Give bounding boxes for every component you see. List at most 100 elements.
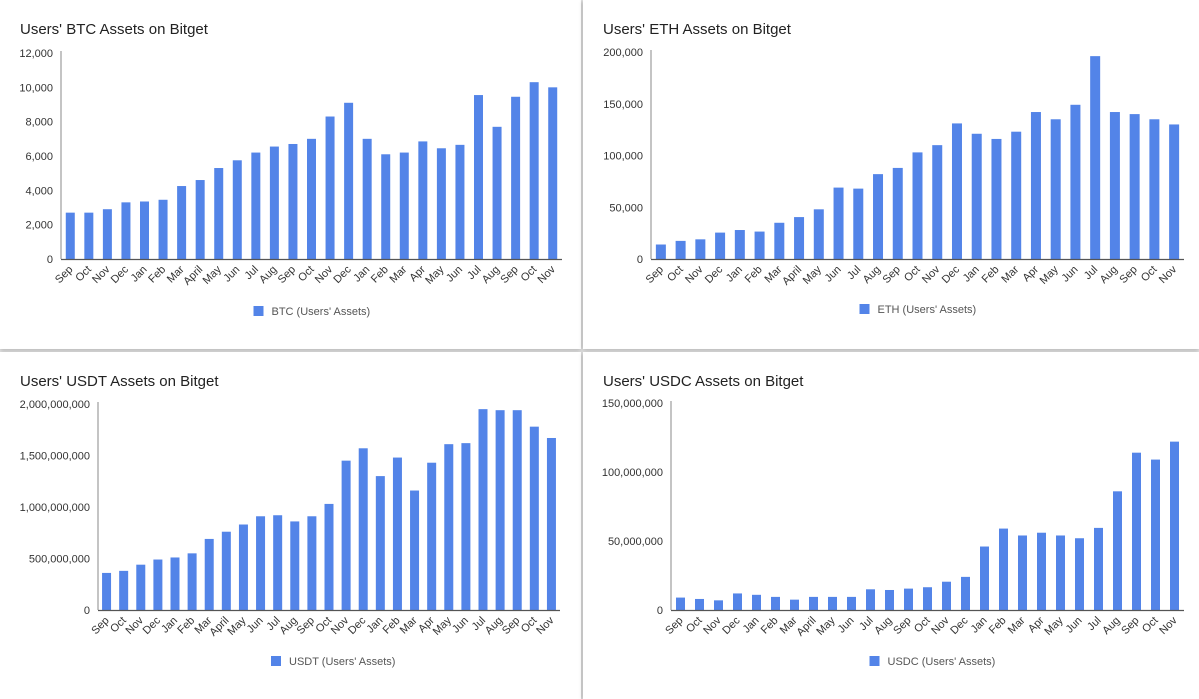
usdt-bar <box>187 553 197 610</box>
eth-x-tick-label: Jan <box>961 264 982 285</box>
usdc-x-tick-label: Nov <box>701 614 724 637</box>
eth-legend-swatch <box>859 304 870 314</box>
usdt-bar <box>307 516 317 610</box>
btc-x-tick-label: Dec <box>331 263 354 286</box>
eth-x-tick-label: Jun <box>1060 264 1081 285</box>
usdc-x-tick-label: April <box>795 615 819 639</box>
eth-bar <box>1070 104 1081 259</box>
eth-x-tick-label: May <box>1038 263 1062 287</box>
btc-x-tick-label: Jan <box>129 264 150 285</box>
btc-bar <box>381 154 391 259</box>
btc-x-tick-label: Mar <box>388 263 410 285</box>
eth-x-tick-label: May <box>801 263 825 287</box>
eth-bar <box>1109 112 1120 259</box>
btc-y-tick-label: 10,000 <box>19 82 53 94</box>
eth-bar <box>932 145 943 259</box>
eth-x-tick-label: Jan <box>724 264 745 285</box>
eth-x-tick-label: Mar <box>763 263 785 285</box>
btc-bar <box>307 138 316 259</box>
usdc-bar <box>1113 491 1122 610</box>
usdt-bar <box>290 521 300 610</box>
usdt-chart-panel: Users' USDT Assets on Bitget 0 500,000,000… <box>0 352 581 699</box>
usdc-bar <box>1132 452 1141 610</box>
usdt-bar <box>324 503 334 610</box>
btc-bar <box>232 160 242 259</box>
usdt-bar <box>221 531 231 610</box>
eth-bar <box>774 222 785 259</box>
btc-bar <box>344 102 354 260</box>
usdc-bar <box>885 589 894 610</box>
eth-bar <box>951 123 962 259</box>
usdc-x-tick-label: Jan <box>741 615 762 636</box>
usdc-bar <box>1018 535 1027 610</box>
usdc-y-tick-label: 150,000,000 <box>602 398 663 410</box>
usdc-x-tick-label: Nov <box>929 614 952 637</box>
usdc-x-tick-label: Aug <box>872 615 894 637</box>
usdt-bar <box>170 557 180 610</box>
usdc-bar <box>1151 459 1160 610</box>
btc-bar <box>511 96 521 260</box>
eth-bar <box>715 232 726 259</box>
usdt-x-tick-label: Nov <box>534 614 557 637</box>
eth-bar <box>754 231 765 259</box>
eth-bar <box>1030 112 1041 259</box>
eth-x-tick-label: Sep <box>1117 264 1139 286</box>
eth-bar <box>1050 119 1061 260</box>
eth-bar <box>873 174 884 259</box>
btc-bar <box>177 186 187 259</box>
eth-bar <box>1090 56 1101 259</box>
eth-bar <box>695 239 706 259</box>
usdc-bar <box>695 598 704 610</box>
btc-bar <box>214 168 224 259</box>
usdc-chart-title: Users' USDC Assets on Bitget <box>603 373 804 390</box>
usdc-bar <box>847 596 856 610</box>
usdc-bar <box>1170 441 1179 610</box>
btc-x-tick-label: Jun <box>444 264 465 285</box>
eth-x-tick-label: Feb <box>743 264 765 286</box>
btc-bar <box>121 202 131 259</box>
usdc-x-tick-label: Mar <box>1006 614 1028 636</box>
usdc-bar <box>942 581 951 610</box>
usdt-y-tick-label: 1,000,000,000 <box>20 502 90 514</box>
eth-x-tick-label: April <box>780 264 804 288</box>
usdc-bar <box>904 588 913 610</box>
eth-bar <box>1149 119 1160 260</box>
usdt-bar <box>358 448 368 610</box>
btc-x-tick-label: Feb <box>369 264 391 286</box>
usdt-x-tick-label: Oct <box>519 615 540 636</box>
usdc-x-tick-label: Jun <box>1064 615 1085 636</box>
btc-bar <box>269 146 279 259</box>
usdc-bar <box>866 589 875 610</box>
btc-x-tick-label: Sep <box>53 264 75 286</box>
usdc-x-tick-label: Dec <box>948 614 971 637</box>
btc-x-tick-label: Oct <box>296 264 317 285</box>
btc-y-tick-label: 4,000 <box>25 185 53 197</box>
usdt-x-tick-label: Jun <box>450 615 471 636</box>
usdt-y-tick-label: 2,000,000,000 <box>20 399 90 411</box>
usdc-bar <box>752 594 761 610</box>
usdc-x-tick-label: Apr <box>1026 614 1047 635</box>
usdc-bar <box>1075 538 1084 610</box>
eth-x-tick-label: Jul <box>845 264 863 282</box>
eth-x-tick-label: Dec <box>703 263 726 286</box>
usdc-bar <box>790 599 799 610</box>
usdt-bar <box>444 444 454 610</box>
eth-x-tick-label: Oct <box>665 264 686 285</box>
usdt-x-tick-label: Oct <box>314 615 335 636</box>
btc-bar <box>251 152 261 259</box>
btc-bar <box>399 152 409 259</box>
usdt-chart: Users' USDT Assets on Bitget 0 500,000,000… <box>20 373 560 668</box>
usdc-bar <box>980 546 989 610</box>
btc-legend-swatch <box>253 306 264 316</box>
eth-x-tick-label: Sep <box>644 264 666 286</box>
usdc-bar <box>1056 535 1065 610</box>
usdc-x-tick-label: May <box>814 614 838 638</box>
eth-bar <box>1129 114 1140 259</box>
btc-chart-title: Users' BTC Assets on Bitget <box>20 21 209 38</box>
eth-x-tick-label: Jun <box>823 264 844 285</box>
eth-x-tick-label: Nov <box>683 263 706 286</box>
btc-x-tick-label: May <box>423 263 447 287</box>
eth-bar <box>892 167 903 259</box>
btc-legend-label: BTC (Users' Assets) <box>272 306 371 318</box>
btc-bar <box>474 95 483 259</box>
